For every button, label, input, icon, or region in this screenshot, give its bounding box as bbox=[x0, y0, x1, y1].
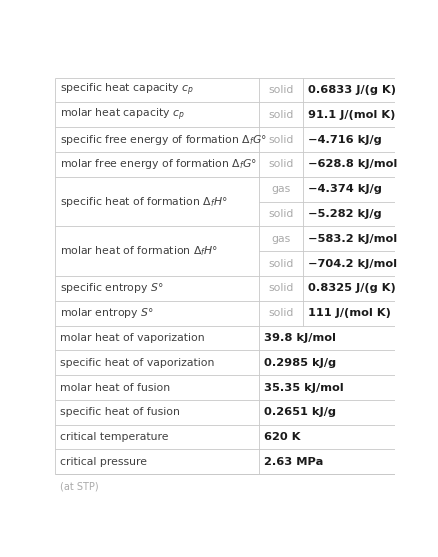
Text: 91.1 J/(mol K): 91.1 J/(mol K) bbox=[307, 110, 394, 120]
Text: solid: solid bbox=[268, 258, 293, 268]
Text: molar heat of formation $\Delta_f H°$: molar heat of formation $\Delta_f H°$ bbox=[60, 244, 218, 258]
Text: 2.63 MPa: 2.63 MPa bbox=[264, 457, 323, 467]
Text: −4.716 kJ/g: −4.716 kJ/g bbox=[307, 135, 381, 145]
Text: 0.6833 J/(g K): 0.6833 J/(g K) bbox=[307, 85, 395, 95]
Text: solid: solid bbox=[268, 159, 293, 169]
Text: molar entropy $S°$: molar entropy $S°$ bbox=[60, 306, 154, 320]
Text: 0.8325 J/(g K): 0.8325 J/(g K) bbox=[307, 284, 395, 294]
Text: 620 K: 620 K bbox=[264, 432, 300, 442]
Text: specific free energy of formation $\Delta_f G°$: specific free energy of formation $\Delt… bbox=[60, 133, 266, 146]
Text: solid: solid bbox=[268, 110, 293, 120]
Text: 39.8 kJ/mol: 39.8 kJ/mol bbox=[264, 333, 336, 343]
Text: specific heat of fusion: specific heat of fusion bbox=[60, 407, 180, 417]
Text: critical pressure: critical pressure bbox=[60, 457, 147, 467]
Text: gas: gas bbox=[271, 184, 290, 194]
Text: solid: solid bbox=[268, 209, 293, 219]
Text: −4.374 kJ/g: −4.374 kJ/g bbox=[307, 184, 381, 194]
Text: −583.2 kJ/mol: −583.2 kJ/mol bbox=[307, 234, 396, 244]
Text: −5.282 kJ/g: −5.282 kJ/g bbox=[307, 209, 381, 219]
Text: molar heat of fusion: molar heat of fusion bbox=[60, 383, 170, 393]
Text: 0.2985 kJ/g: 0.2985 kJ/g bbox=[264, 358, 336, 368]
Text: gas: gas bbox=[271, 234, 290, 244]
Text: molar free energy of formation $\Delta_f G°$: molar free energy of formation $\Delta_f… bbox=[60, 157, 257, 172]
Text: 0.2651 kJ/g: 0.2651 kJ/g bbox=[264, 407, 336, 417]
Text: specific heat of vaporization: specific heat of vaporization bbox=[60, 358, 214, 368]
Text: molar heat of vaporization: molar heat of vaporization bbox=[60, 333, 204, 343]
Text: 111 J/(mol K): 111 J/(mol K) bbox=[307, 308, 390, 318]
Text: specific entropy $S°$: specific entropy $S°$ bbox=[60, 281, 163, 295]
Text: critical temperature: critical temperature bbox=[60, 432, 168, 442]
Text: solid: solid bbox=[268, 135, 293, 145]
Text: solid: solid bbox=[268, 308, 293, 318]
Text: 35.35 kJ/mol: 35.35 kJ/mol bbox=[264, 383, 343, 393]
Text: solid: solid bbox=[268, 85, 293, 95]
Text: −628.8 kJ/mol: −628.8 kJ/mol bbox=[307, 159, 396, 169]
Text: −704.2 kJ/mol: −704.2 kJ/mol bbox=[307, 258, 396, 268]
Text: solid: solid bbox=[268, 284, 293, 294]
Text: specific heat of formation $\Delta_f H°$: specific heat of formation $\Delta_f H°$ bbox=[60, 194, 227, 208]
Text: (at STP): (at STP) bbox=[60, 481, 99, 491]
Text: molar heat capacity $c_p$: molar heat capacity $c_p$ bbox=[60, 106, 184, 123]
Text: specific heat capacity $c_p$: specific heat capacity $c_p$ bbox=[60, 82, 194, 98]
